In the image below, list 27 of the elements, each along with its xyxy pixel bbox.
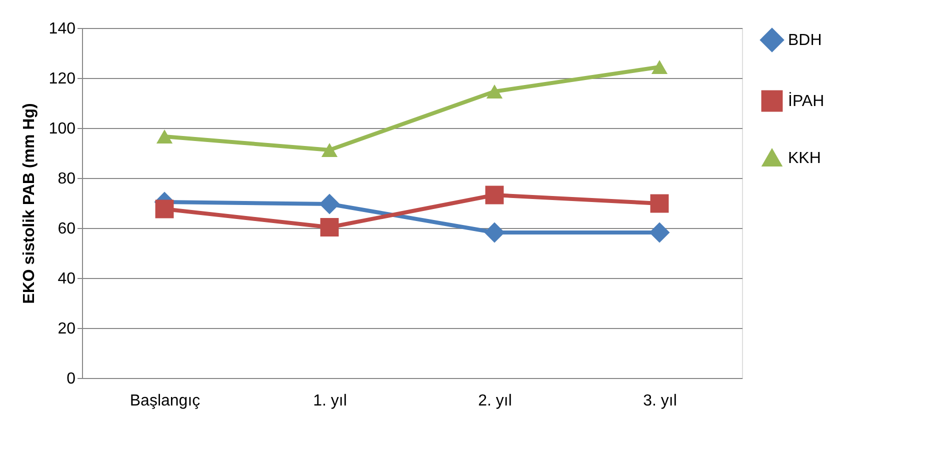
y-tick-label: 40 bbox=[58, 270, 76, 288]
x-tick-label: 3. yıl bbox=[643, 392, 677, 410]
y-tick-label: 0 bbox=[66, 370, 76, 388]
point bbox=[484, 222, 505, 243]
point bbox=[649, 222, 670, 243]
x-tick-label: 1. yıl bbox=[313, 392, 347, 410]
legend-label: BDH bbox=[788, 32, 822, 49]
y-tick-label: 80 bbox=[58, 170, 76, 188]
point bbox=[486, 84, 503, 98]
y-tick-label: 100 bbox=[48, 120, 76, 138]
legend-label: KKH bbox=[788, 150, 821, 167]
point bbox=[155, 200, 174, 218]
point bbox=[156, 130, 173, 144]
y-tick-label: 60 bbox=[58, 220, 76, 238]
y-tick-label: 120 bbox=[48, 70, 76, 88]
point bbox=[650, 194, 669, 213]
x-tick-label: 2. yıl bbox=[478, 392, 512, 410]
point bbox=[485, 186, 504, 204]
y-tick-label: 140 bbox=[48, 20, 76, 38]
legend-label: İPAH bbox=[788, 92, 824, 110]
point bbox=[319, 194, 340, 214]
point bbox=[320, 218, 339, 236]
y-tick-label: 20 bbox=[58, 320, 76, 338]
point bbox=[321, 143, 338, 157]
point bbox=[651, 60, 668, 74]
x-tick-label: Başlangıç bbox=[130, 392, 200, 410]
y-axis-title: EKO sistolik PAB (mm Hg) bbox=[20, 103, 38, 304]
